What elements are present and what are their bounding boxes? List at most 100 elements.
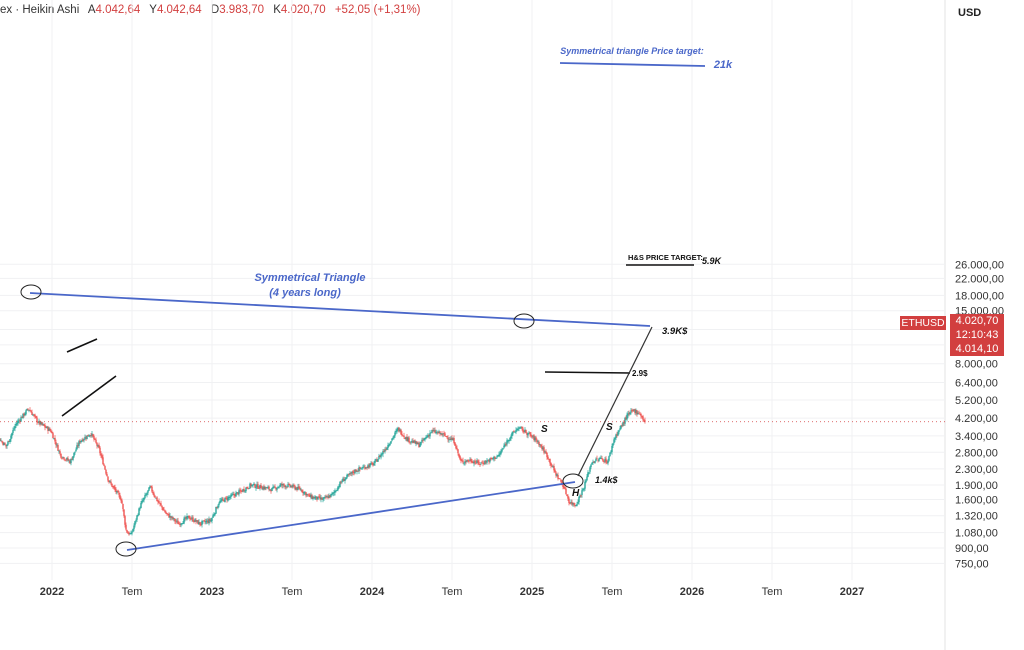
low-value: 3.983,70 <box>219 4 264 16</box>
candle-body <box>487 460 489 462</box>
candle-body <box>589 467 591 472</box>
candle-body <box>567 495 569 499</box>
candle-body <box>591 463 593 465</box>
candle-body <box>578 496 580 503</box>
candle-body <box>432 429 434 431</box>
candle-body <box>528 432 530 434</box>
candle-body <box>386 447 388 450</box>
candle-body <box>371 462 373 464</box>
candle-body <box>65 459 67 461</box>
candle-body <box>12 430 14 433</box>
candle-body <box>413 440 415 443</box>
candle-body <box>300 489 302 491</box>
candle-body <box>45 426 47 428</box>
candle-body <box>137 515 139 516</box>
candle-body <box>124 516 126 525</box>
candle-body <box>255 487 257 489</box>
candle-body <box>103 464 105 466</box>
candle-body <box>400 429 402 435</box>
candle-body <box>222 498 224 500</box>
candle-body <box>363 466 365 468</box>
candle-body <box>36 417 38 423</box>
candle-body <box>304 492 306 494</box>
candle-body <box>190 518 192 520</box>
candle-body <box>61 457 63 459</box>
candle-body <box>539 444 541 446</box>
symbol-badge: ETHUSD <box>900 316 946 330</box>
candle-body <box>197 520 199 525</box>
candle-body <box>594 461 596 464</box>
candle-body <box>450 438 452 441</box>
candle-body <box>592 461 594 463</box>
candle-body <box>445 436 447 437</box>
candle-body <box>63 457 65 460</box>
candle-body <box>643 419 645 421</box>
candle-body <box>482 462 484 464</box>
candle-body <box>26 408 28 411</box>
candle-body <box>577 502 579 504</box>
candle-body <box>313 496 315 499</box>
candle-body <box>69 460 71 464</box>
candle-body <box>203 520 205 522</box>
candle-body <box>517 429 519 430</box>
candle-body <box>95 439 97 443</box>
candle-body <box>454 442 456 446</box>
candle-body <box>506 440 508 445</box>
candle-body <box>590 464 592 468</box>
candle-body <box>167 513 169 515</box>
candle-body <box>150 486 152 487</box>
candle-body <box>380 454 382 458</box>
candle-body <box>294 486 296 490</box>
candle-body <box>553 466 555 471</box>
candle-body <box>477 460 479 463</box>
candle-body <box>534 437 536 441</box>
candle-body <box>315 496 317 498</box>
candle-body <box>501 449 503 452</box>
candle-body <box>403 435 405 437</box>
drawings: Symmetrical Triangle (4 years long) Symmet… <box>0 46 945 557</box>
candle-body <box>497 455 499 457</box>
candle-body <box>64 459 66 461</box>
candle-body <box>388 444 390 446</box>
candle-body <box>268 486 270 490</box>
candle-body <box>66 458 68 460</box>
candle-body <box>278 486 280 488</box>
candle-body <box>552 466 554 468</box>
candle-body <box>169 515 171 518</box>
candle-body <box>634 409 636 414</box>
candle-body <box>334 491 336 493</box>
candle-body <box>276 488 278 490</box>
candle-body <box>561 482 563 484</box>
candle-body <box>546 452 548 458</box>
candle-body <box>405 437 407 440</box>
candle-body <box>507 440 509 442</box>
level-29: 2.9$ <box>632 369 648 378</box>
candle-body <box>479 464 481 465</box>
candle-body <box>273 486 275 488</box>
candle-body <box>336 490 338 491</box>
candle-body <box>179 523 181 526</box>
candle-body <box>163 509 165 511</box>
candle-body <box>122 503 124 510</box>
candle-body <box>372 463 374 466</box>
candle-body <box>391 438 393 441</box>
candle-body <box>510 436 512 438</box>
candle-body <box>1 441 3 442</box>
candle-body <box>305 492 307 496</box>
candle-body <box>285 486 287 488</box>
candle-body <box>312 496 314 500</box>
candle-body <box>446 436 448 438</box>
pivot-circle <box>562 473 584 489</box>
candle-body <box>352 471 354 473</box>
candle-body <box>212 515 214 518</box>
candle-body <box>165 512 167 514</box>
y-tick-label: 750,00 <box>955 558 989 570</box>
candle-body <box>406 436 408 441</box>
candle-body <box>412 441 414 443</box>
candle-body <box>172 517 174 520</box>
candle-body <box>4 443 6 445</box>
candle-body <box>225 497 227 499</box>
candle-body <box>221 498 223 501</box>
candle-body <box>173 518 175 520</box>
